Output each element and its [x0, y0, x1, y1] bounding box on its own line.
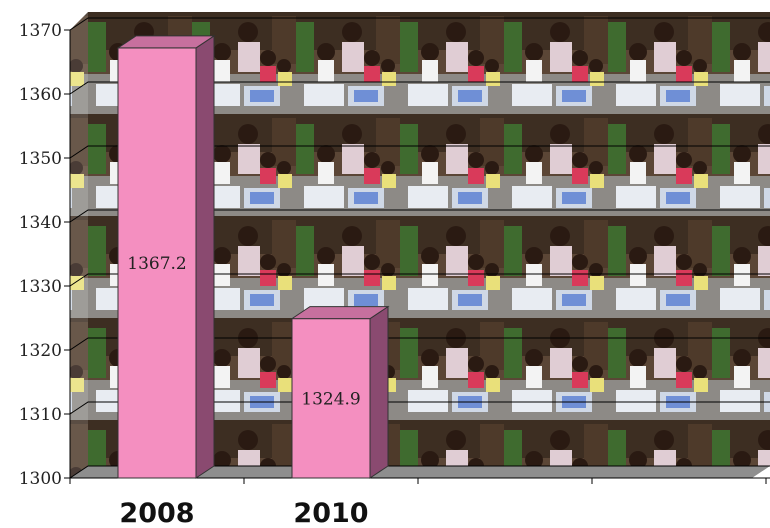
- gridline: [69, 273, 770, 287]
- y-tick-label: 1370: [19, 21, 62, 41]
- gridline: [69, 209, 770, 223]
- data-label: 1367.2: [127, 254, 186, 274]
- x-category-label: 2008: [119, 498, 194, 528]
- bar-top: [290, 306, 390, 320]
- x-category-label: 2010: [293, 498, 368, 528]
- y-tick-label: 1330: [19, 277, 62, 297]
- gridline: [69, 81, 770, 95]
- bar-side: [369, 305, 389, 479]
- y-tick-label: 1360: [19, 85, 62, 105]
- back-wall: [88, 12, 770, 466]
- bar-side: [195, 34, 215, 479]
- gridline: [69, 17, 770, 31]
- gridline: [69, 401, 770, 415]
- bar-top: [116, 35, 216, 49]
- data-label: 1324.9: [301, 389, 360, 409]
- bar-front: [117, 47, 197, 479]
- y-tick-label: 1340: [19, 213, 62, 233]
- gridline: [69, 145, 770, 159]
- y-tick-label: 1350: [19, 149, 62, 169]
- floor: [70, 466, 770, 478]
- side-wall: [70, 12, 88, 478]
- y-tick-label: 1320: [19, 341, 62, 361]
- y-tick-label: 1300: [19, 469, 62, 489]
- y-tick-label: 1310: [19, 405, 62, 425]
- bar-front: [291, 318, 371, 479]
- gridline: [69, 465, 770, 479]
- gridline: [69, 337, 770, 351]
